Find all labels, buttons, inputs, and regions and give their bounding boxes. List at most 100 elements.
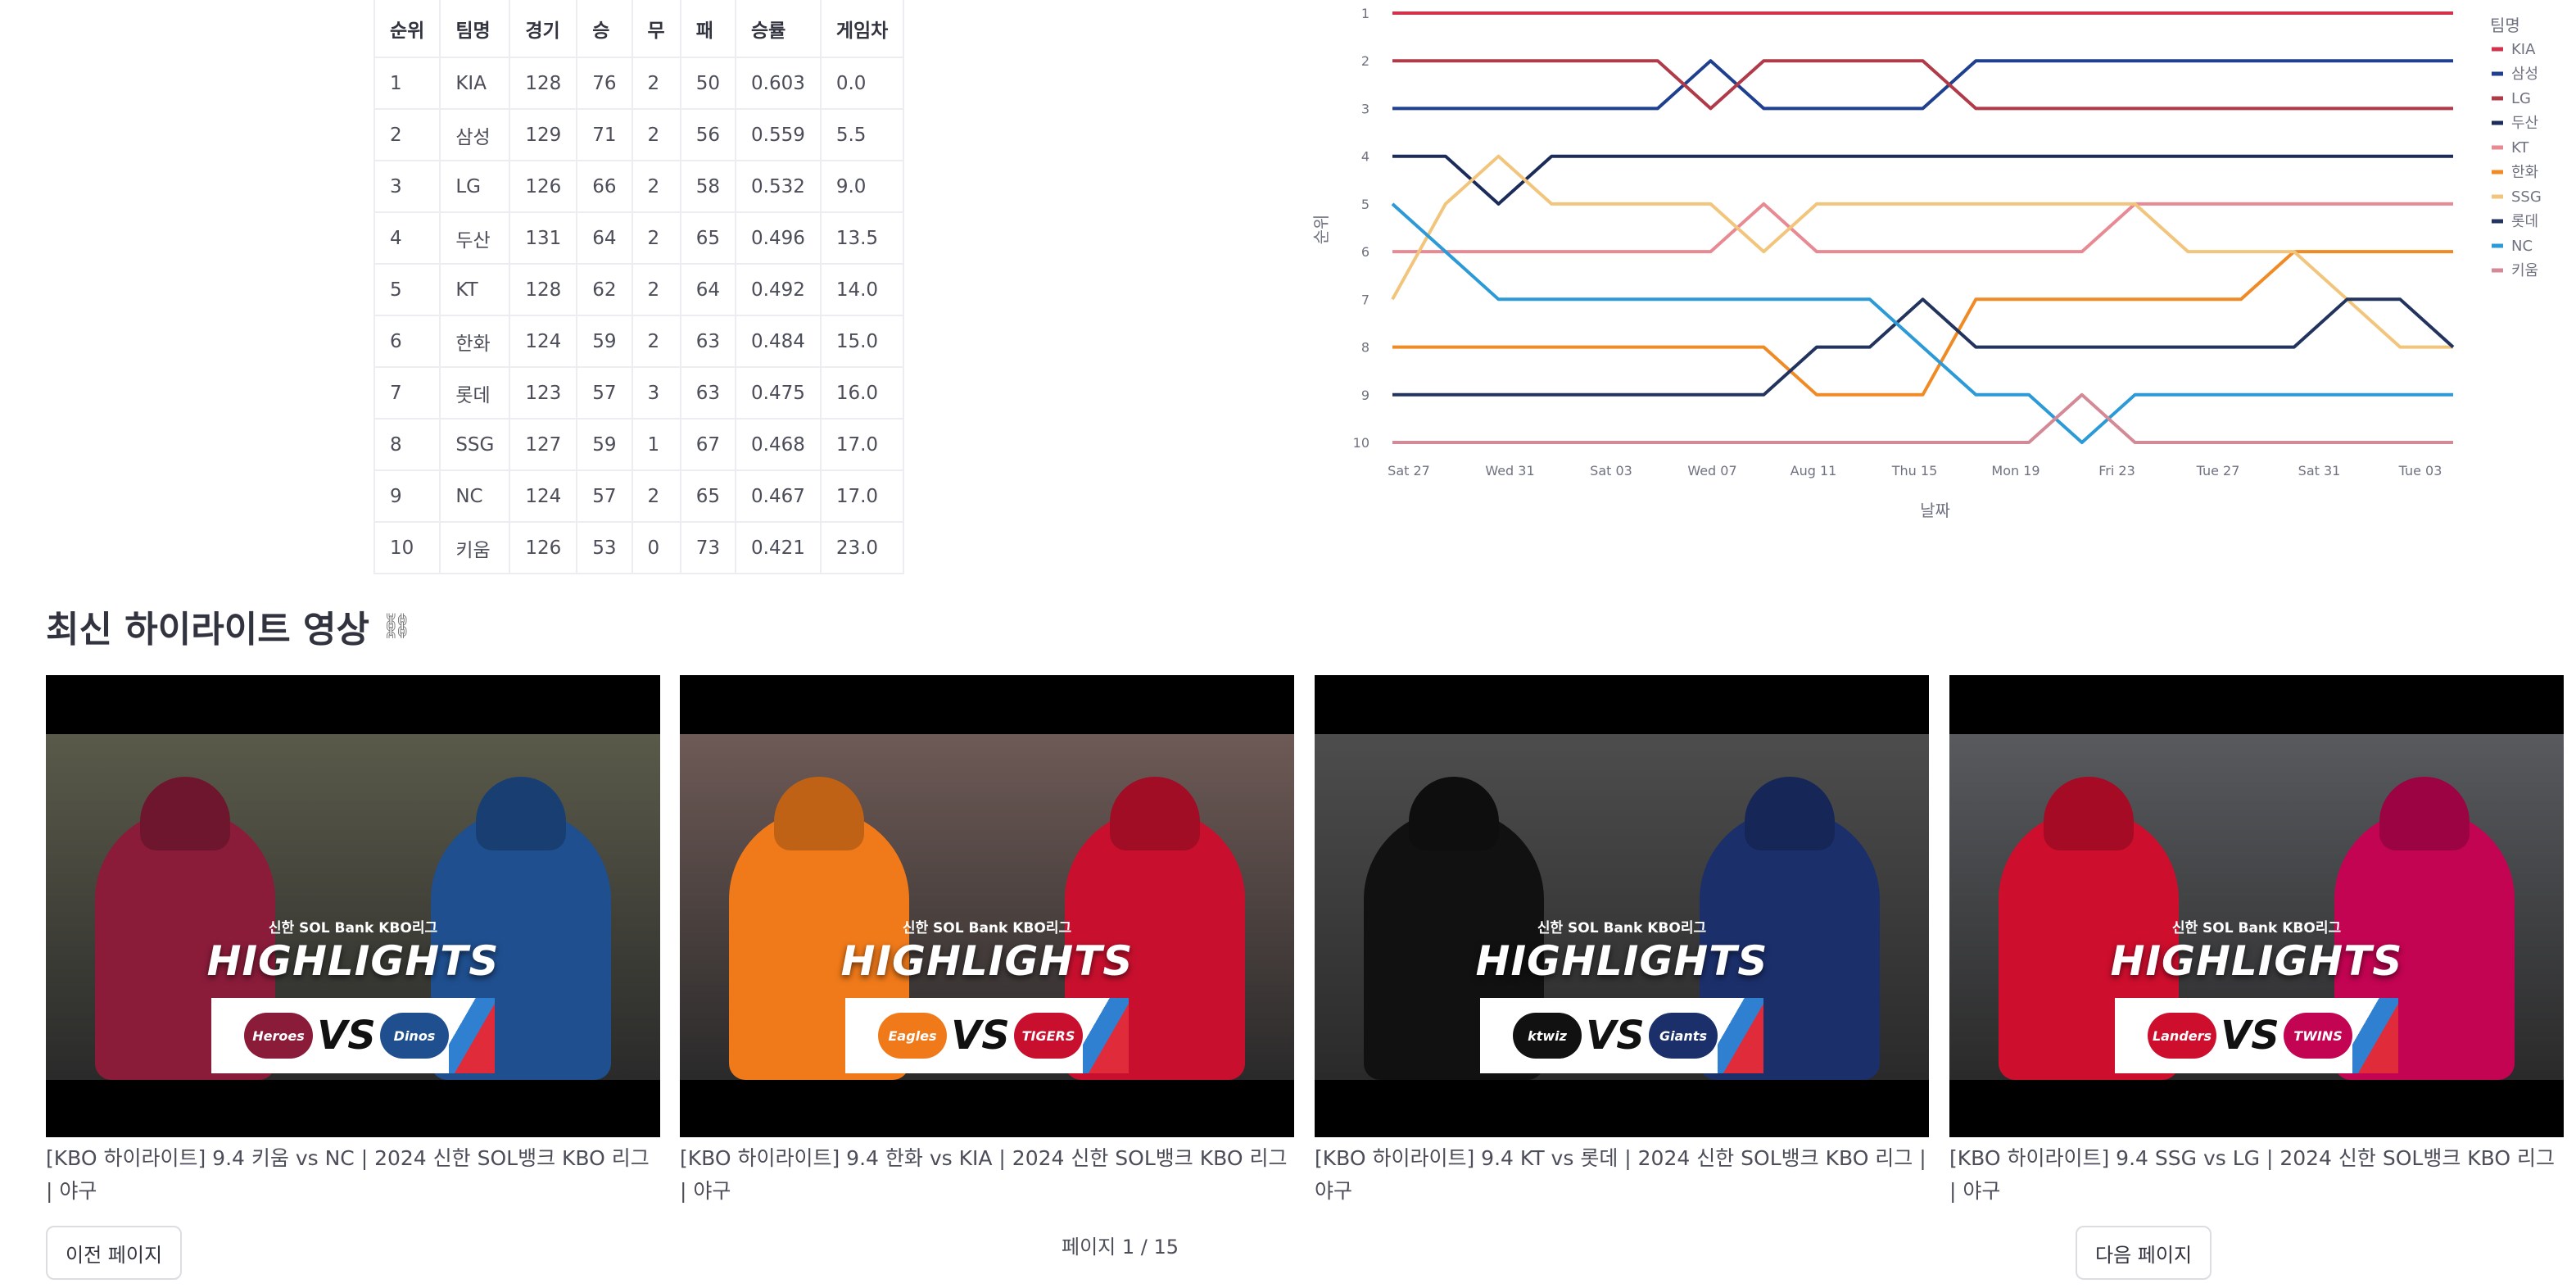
series-line-1[interactable] — [1392, 59, 2453, 111]
column-header[interactable]: 순위 — [373, 0, 441, 58]
x-tick-label: Thu 15 — [1891, 463, 1938, 478]
table-cell: 58 — [679, 160, 737, 213]
y-tick-label: 3 — [1361, 101, 1369, 116]
column-header[interactable]: 승률 — [735, 0, 822, 58]
prev-page-button[interactable]: 이전 페이지 — [46, 1226, 183, 1280]
table-cell: 5.5 — [819, 108, 905, 161]
team-logo-right: Dinos — [380, 1013, 449, 1059]
legend-entry[interactable]: 롯데 — [2511, 213, 2538, 230]
video-card[interactable]: 신한 SOL Bank KBO리그 HIGHLIGHTS Heroes VS Dinos… — [46, 675, 660, 1211]
column-header[interactable]: 게임차 — [819, 0, 905, 58]
column-header[interactable]: 승 — [576, 0, 633, 58]
legend-entry[interactable]: 두산 — [2511, 115, 2538, 132]
table-cell: LG — [439, 160, 511, 213]
table-cell: 0.468 — [735, 418, 822, 471]
table-cell: 128 — [509, 57, 578, 110]
table-cell: 126 — [509, 160, 578, 213]
table-cell: 2 — [631, 469, 681, 523]
table-cell: 17.0 — [819, 469, 905, 523]
series-line-2[interactable] — [1392, 59, 2453, 111]
table-cell: 124 — [509, 315, 578, 368]
legend-entry[interactable]: KT — [2511, 139, 2529, 156]
column-header[interactable]: 패 — [679, 0, 737, 58]
table-row: 10 키움 126 53 0 73 0.421 23.0 — [373, 521, 905, 574]
league-banner: 신한 SOL Bank KBO리그 — [2171, 920, 2342, 937]
table-cell: 66 — [576, 160, 633, 213]
column-header[interactable]: 무 — [631, 0, 681, 58]
video-caption[interactable]: [KBO 하이라이트] 9.4 SSG vs LG | 2024 신한 SOL뱅… — [1949, 1146, 2555, 1203]
legend-entry[interactable]: 키움 — [2511, 262, 2538, 279]
table-cell: 64 — [576, 211, 633, 265]
series-line-6[interactable] — [1391, 154, 2453, 349]
table-cell: 59 — [576, 418, 633, 471]
video-card[interactable]: 신한 SOL Bank KBO리그 HIGHLIGHTS Landers VS TWIN… — [1949, 675, 2564, 1211]
table-cell: 63 — [679, 315, 737, 368]
legend-entry[interactable]: 한화 — [2511, 164, 2538, 181]
table-row: 7 롯데 123 57 3 63 0.475 16.0 — [373, 366, 905, 420]
table-row: 2 삼성 129 71 2 56 0.559 5.5 — [373, 108, 905, 161]
table-cell: 123 — [509, 366, 578, 420]
table-cell: KIA — [439, 57, 511, 110]
table-cell: 0 — [631, 521, 681, 574]
y-tick-label: 6 — [1361, 244, 1369, 260]
series-line-4[interactable] — [1392, 202, 2453, 254]
table-cell: 3 — [631, 366, 681, 420]
series-line-7[interactable] — [1392, 297, 2455, 397]
table-cell: 65 — [679, 469, 737, 523]
table-cell: 17.0 — [819, 418, 905, 471]
legend-entry[interactable]: LG — [2511, 90, 2531, 107]
thumbnail-photo: 신한 SOL Bank KBO리그 HIGHLIGHTS ktwiz VS Giants — [1315, 734, 1929, 1080]
legend-entry[interactable]: 삼성 — [2511, 66, 2538, 83]
table-cell: 57 — [576, 469, 633, 523]
table-cell: 0.0 — [819, 57, 905, 110]
vs-text: VS — [317, 1013, 376, 1059]
video-card[interactable]: 신한 SOL Bank KBO리그 HIGHLIGHTS Eagles VS TIGER… — [680, 675, 1294, 1211]
video-thumbnail[interactable]: 신한 SOL Bank KBO리그 HIGHLIGHTS Landers VS TWIN… — [1949, 675, 2564, 1137]
video-thumbnail[interactable]: 신한 SOL Bank KBO리그 HIGHLIGHTS ktwiz VS Giants — [1315, 675, 1929, 1137]
vs-text: VS — [951, 1013, 1010, 1059]
table-body: 1 KIA 128 76 2 50 0.603 0.0 2 삼성 129 71 2 56 0.559 5.5 3… — [373, 57, 905, 574]
video-caption[interactable]: [KBO 하이라이트] 9.4 KT vs 롯데 | 2024 신한 SOL뱅크… — [1315, 1146, 1926, 1203]
highlights-banner: HIGHLIGHTS — [1475, 937, 1768, 985]
video-thumbnail[interactable]: 신한 SOL Bank KBO리그 HIGHLIGHTS Heroes VS Dinos — [46, 675, 660, 1137]
table-cell: 0.559 — [735, 108, 822, 161]
team-logo-left: ktwiz — [1513, 1013, 1582, 1059]
table-cell: 50 — [679, 57, 737, 110]
table-cell: 2 — [631, 211, 681, 265]
league-banner: 신한 SOL Bank KBO리그 — [902, 920, 1072, 937]
legend-entry[interactable]: KIA — [2511, 41, 2536, 58]
team-logo-left: Heroes — [244, 1013, 313, 1059]
table-cell: 7 — [373, 366, 441, 420]
column-header[interactable]: 경기 — [509, 0, 578, 58]
series-line-8[interactable] — [1391, 202, 2453, 444]
column-header[interactable]: 팀명 — [439, 0, 511, 58]
legend-entry[interactable]: NC — [2511, 238, 2533, 255]
legend-entry[interactable]: SSG — [2511, 188, 2542, 206]
table-cell: 16.0 — [819, 366, 905, 420]
table-cell: 2 — [631, 160, 681, 213]
team-logo-left: Landers — [2148, 1013, 2216, 1059]
matchup-bar: Eagles VS TIGERS — [845, 998, 1129, 1073]
table-cell: 57 — [576, 366, 633, 420]
video-thumbnail[interactable]: 신한 SOL Bank KBO리그 HIGHLIGHTS Eagles VS TIGER… — [680, 675, 1294, 1137]
series-line-3[interactable] — [1392, 154, 2453, 206]
table-row: 3 LG 126 66 2 58 0.532 9.0 — [373, 160, 905, 213]
video-card[interactable]: 신한 SOL Bank KBO리그 HIGHLIGHTS ktwiz VS Giants… — [1315, 675, 1929, 1211]
table-cell: 두산 — [439, 211, 511, 265]
table-cell: 13.5 — [819, 211, 905, 265]
table-cell: 0.421 — [735, 521, 822, 574]
video-caption[interactable]: [KBO 하이라이트] 9.4 키움 vs NC | 2024 신한 SOL뱅크… — [46, 1146, 650, 1203]
table-cell: 1 — [631, 418, 681, 471]
table-cell: 1 — [373, 57, 441, 110]
table-cell: KT — [439, 263, 511, 316]
next-page-button[interactable]: 다음 페이지 — [2076, 1226, 2212, 1280]
series-line-5[interactable] — [1392, 250, 2453, 397]
series-line-9[interactable] — [1392, 392, 2453, 444]
table-cell: 15.0 — [819, 315, 905, 368]
link-icon[interactable]: ⛓ — [380, 611, 413, 641]
table-cell: 62 — [576, 263, 633, 316]
table-cell: 한화 — [439, 315, 511, 368]
table-cell: 2 — [373, 108, 441, 161]
video-caption[interactable]: [KBO 하이라이트] 9.4 한화 vs KIA | 2024 신한 SOL뱅… — [680, 1146, 1288, 1203]
table-cell: 키움 — [439, 521, 511, 574]
